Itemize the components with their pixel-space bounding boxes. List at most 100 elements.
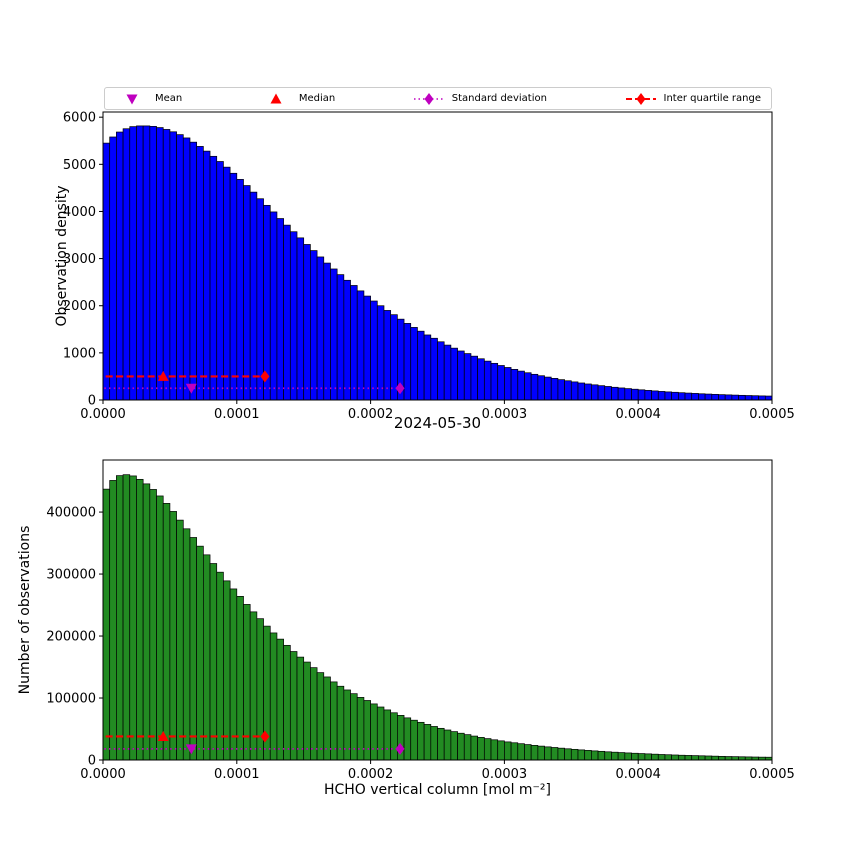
- histogram-bar: [477, 737, 485, 761]
- histogram-bar: [109, 480, 117, 761]
- histogram-bar: [229, 172, 238, 401]
- histogram-bar: [203, 554, 211, 761]
- histogram-bar: [310, 250, 318, 401]
- histogram-bar: [370, 703, 378, 761]
- histogram-bar: [557, 379, 565, 401]
- histogram-bar: [350, 693, 358, 761]
- histogram-bar: [664, 754, 673, 761]
- histogram-bar: [450, 731, 458, 761]
- inter-quartile-range-marker-icon: [625, 92, 656, 105]
- histogram-bar: [136, 125, 144, 401]
- histogram-bar: [497, 365, 505, 401]
- legend-item-median: Median: [259, 91, 335, 107]
- histogram-bar: [283, 224, 291, 401]
- histogram-bar: [323, 676, 331, 761]
- histogram-bar: [116, 131, 124, 401]
- y-tick-label: 200000: [46, 630, 96, 645]
- histogram-bar: [390, 712, 398, 761]
- histogram-bar: [310, 667, 318, 761]
- histogram-bar: [423, 334, 432, 401]
- legend-label-standard-deviation: Standard deviation: [451, 92, 547, 104]
- histogram-bar: [544, 376, 552, 401]
- histogram-bar: [758, 395, 766, 401]
- std-diamond-marker: [395, 382, 405, 395]
- histogram-bar: [671, 391, 679, 401]
- histogram-bar: [149, 126, 157, 401]
- histogram-bar: [343, 279, 351, 401]
- x-tick-label: 0.0004: [615, 407, 661, 422]
- histogram-bar: [644, 390, 652, 401]
- histogram-bar: [430, 726, 438, 761]
- histogram-bar: [604, 386, 612, 401]
- histogram-bar: [550, 378, 559, 401]
- histogram-bar: [657, 391, 666, 401]
- histogram-bar: [483, 360, 492, 401]
- histogram-bar: [363, 295, 371, 401]
- bottom-histogram-panel: 0.0000 0.0001 0.0002 0.0003 0.0004 0.0005 0 100…: [46, 459, 795, 782]
- histogram-bar: [263, 204, 271, 401]
- histogram-bar: [376, 305, 385, 401]
- histogram-bar: [751, 395, 759, 401]
- histogram-bar: [570, 748, 579, 761]
- mean-marker: [185, 383, 197, 394]
- histogram-bar: [597, 385, 606, 401]
- median-marker: [157, 730, 169, 741]
- histogram-bar: [617, 752, 626, 761]
- mean-marker-icon: [126, 94, 138, 104]
- histogram-bar: [330, 681, 338, 761]
- x-tick-label: 0.0003: [482, 767, 528, 782]
- histogram-bar: [691, 755, 699, 761]
- histogram-bar: [624, 388, 632, 401]
- histogram-bar: [102, 142, 111, 401]
- histogram-bar: [122, 128, 131, 401]
- histogram-bar: [504, 741, 512, 761]
- x-tick-label: 0.0001: [214, 767, 260, 782]
- histogram-bar: [611, 751, 619, 761]
- histogram-bar: [356, 697, 365, 761]
- std-diamond-marker: [395, 742, 405, 755]
- histogram-bar: [544, 746, 552, 761]
- y-tick-label: 4000: [63, 205, 96, 220]
- histogram-bar: [323, 262, 331, 401]
- histogram-bar: [564, 380, 572, 401]
- legend: Mean Median Standard deviation Inter qua…: [104, 87, 772, 110]
- iqr-diamond-marker: [260, 730, 270, 743]
- legend-label-median: Median: [298, 92, 336, 104]
- histogram-bar: [289, 651, 298, 761]
- histogram-bar: [483, 738, 492, 761]
- histogram-bar: [443, 729, 452, 761]
- histogram-bar: [684, 755, 693, 761]
- histogram-bar: [370, 300, 378, 401]
- histogram-bar: [303, 244, 311, 401]
- legend-diamond: [636, 92, 646, 105]
- histogram-bar: [684, 392, 693, 401]
- histogram-bar: [637, 753, 646, 761]
- histogram-bar: [711, 755, 719, 761]
- histogram-bar: [584, 383, 592, 401]
- histogram-bar: [597, 750, 606, 761]
- histogram-bar: [142, 483, 151, 761]
- legend-item-inter-quartile-range: Inter quartile range: [624, 91, 761, 107]
- histogram-bar: [677, 754, 686, 761]
- y-tick-label: 400000: [46, 506, 96, 521]
- histogram-bar: [724, 394, 733, 401]
- histogram-bar: [490, 739, 499, 761]
- axes-frame: [102, 459, 773, 761]
- histogram-bar: [443, 344, 452, 401]
- histogram-bar: [457, 732, 465, 761]
- legend-triangle-up: [270, 93, 282, 103]
- histogram-bar: [537, 745, 545, 761]
- histogram-bar: [363, 700, 371, 761]
- y-tick-label: 6000: [63, 111, 96, 126]
- histogram-bar: [249, 191, 258, 401]
- histogram-bar: [182, 528, 191, 761]
- histogram-bar: [711, 393, 719, 401]
- histogram-bar: [724, 756, 733, 761]
- histogram-bar: [430, 337, 438, 401]
- histogram-bar: [470, 355, 478, 401]
- histogram-bar: [276, 218, 284, 401]
- axes-frame: [102, 111, 773, 401]
- histogram-bar: [497, 740, 505, 761]
- histogram-bar: [651, 390, 659, 401]
- histogram-bar: [657, 754, 666, 761]
